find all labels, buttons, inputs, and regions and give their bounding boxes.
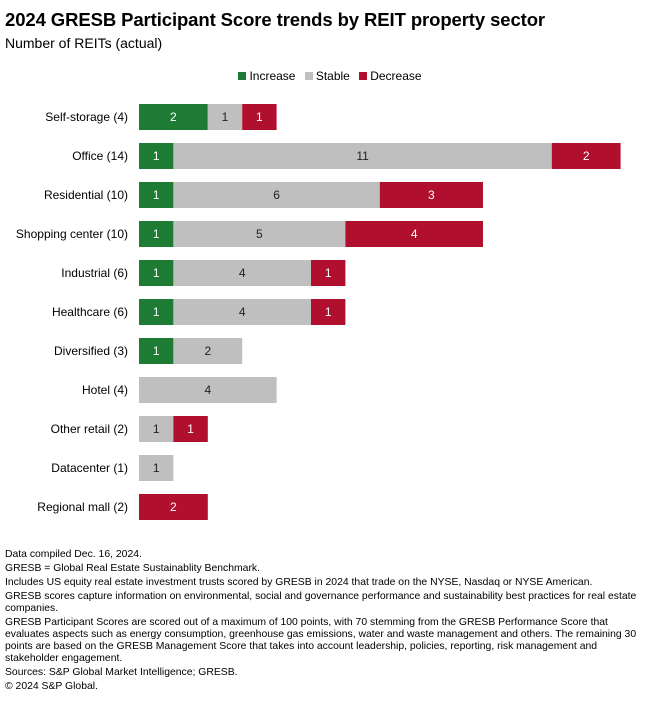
data-label-shopping-center-decrease: 4 (411, 227, 418, 241)
legend-swatch-increase (238, 72, 247, 80)
data-label-office-stable: 11 (356, 149, 369, 163)
bar-healthcare-stable (173, 299, 311, 325)
bar-residential-increase (139, 182, 174, 208)
legend-item-decrease: Decrease (359, 69, 422, 83)
bar-residential-stable (173, 182, 380, 208)
note-scores-capture: GRESB scores capture information on envi… (5, 591, 637, 614)
data-label-other-retail-stable: 1 (153, 422, 160, 436)
legend-label-decrease: Decrease (370, 69, 422, 83)
data-label-industrial-decrease: 1 (325, 266, 332, 280)
data-label-residential-decrease: 3 (428, 188, 435, 202)
data-label-datacenter-stable: 1 (153, 461, 160, 475)
category-label-residential: Residential (10) (44, 188, 128, 202)
note-sources: Sources: S&P Global Market Intelligence;… (5, 667, 238, 678)
data-label-healthcare-increase: 1 (153, 305, 160, 319)
bar-hotel-stable (139, 377, 277, 403)
bar-self-storage-stable (207, 104, 243, 130)
category-label-industrial: Industrial (6) (61, 266, 128, 280)
data-label-regional-mall-decrease: 2 (170, 500, 177, 514)
legend-label-stable: Stable (315, 69, 350, 83)
bar-healthcare-decrease (311, 299, 346, 325)
note-gresb-definition: GRESB = Global Real Estate Sustainablity… (5, 563, 260, 574)
legend-swatch-decrease (359, 72, 368, 80)
data-label-office-decrease: 2 (583, 149, 590, 163)
data-label-healthcare-decrease: 1 (325, 305, 332, 319)
bar-other-retail-decrease (173, 416, 208, 442)
bar-other-retail-stable (139, 416, 174, 442)
category-label-other-retail: Other retail (2) (51, 422, 128, 436)
bar-office-stable (173, 143, 552, 169)
category-label-self-storage: Self-storage (4) (45, 110, 128, 124)
bar-office-increase (139, 143, 174, 169)
data-label-residential-stable: 6 (273, 188, 280, 202)
data-label-diversified-increase: 1 (153, 344, 160, 358)
data-label-self-storage-stable: 1 (222, 110, 229, 124)
bar-datacenter-stable (139, 455, 174, 481)
note-data-compiled: Data compiled Dec. 16, 2024. (5, 549, 142, 560)
data-label-office-increase: 1 (153, 149, 160, 163)
bar-self-storage-decrease (242, 104, 277, 130)
data-label-shopping-center-increase: 1 (153, 227, 160, 241)
bar-industrial-stable (173, 260, 311, 286)
category-label-hotel: Hotel (4) (82, 383, 128, 397)
bar-shopping-center-stable (173, 221, 346, 247)
data-label-self-storage-decrease: 1 (256, 110, 263, 124)
bar-diversified-stable (173, 338, 243, 364)
category-label-regional-mall: Regional mall (2) (37, 500, 128, 514)
bar-shopping-center-increase (139, 221, 174, 247)
category-label-healthcare: Healthcare (6) (52, 305, 128, 319)
data-label-residential-increase: 1 (153, 188, 160, 202)
bar-industrial-increase (139, 260, 174, 286)
data-label-other-retail-decrease: 1 (187, 422, 194, 436)
legend-label-increase: Increase (249, 69, 296, 83)
category-label-diversified: Diversified (3) (54, 344, 128, 358)
bar-diversified-increase (139, 338, 174, 364)
data-label-healthcare-stable: 4 (239, 305, 246, 319)
bar-self-storage-increase (139, 104, 208, 130)
data-label-industrial-increase: 1 (153, 266, 160, 280)
bar-residential-decrease (379, 182, 483, 208)
data-label-self-storage-increase: 2 (170, 110, 177, 124)
data-label-diversified-stable: 2 (204, 344, 211, 358)
bar-industrial-decrease (311, 260, 346, 286)
note-copyright: © 2024 S&P Global. (5, 681, 98, 692)
category-label-datacenter: Datacenter (1) (51, 461, 128, 475)
legend-swatch-stable (304, 72, 313, 80)
bar-shopping-center-decrease (345, 221, 483, 247)
data-label-industrial-stable: 4 (239, 266, 246, 280)
category-label-office: Office (14) (72, 149, 128, 163)
note-participant-scores: GRESB Participant Scores are scored out … (5, 617, 637, 664)
bar-office-decrease (551, 143, 621, 169)
chart-notes: Data compiled Dec. 16, 2024. GRESB = Glo… (5, 549, 653, 695)
data-label-hotel-stable: 4 (204, 383, 211, 397)
category-label-shopping-center: Shopping center (10) (16, 227, 128, 241)
legend: Increase Stable Decrease (0, 69, 660, 83)
note-includes: Includes US equity real estate investmen… (5, 577, 593, 588)
legend-item-stable: Stable (304, 69, 350, 83)
legend-item-increase: Increase (238, 69, 295, 83)
data-label-shopping-center-stable: 5 (256, 227, 263, 241)
bar-regional-mall-decrease (139, 494, 208, 520)
bar-healthcare-increase (139, 299, 174, 325)
chart-title: 2024 GRESB Participant Score trends by R… (5, 9, 546, 30)
chart-subtitle: Number of REITs (actual) (5, 35, 163, 51)
